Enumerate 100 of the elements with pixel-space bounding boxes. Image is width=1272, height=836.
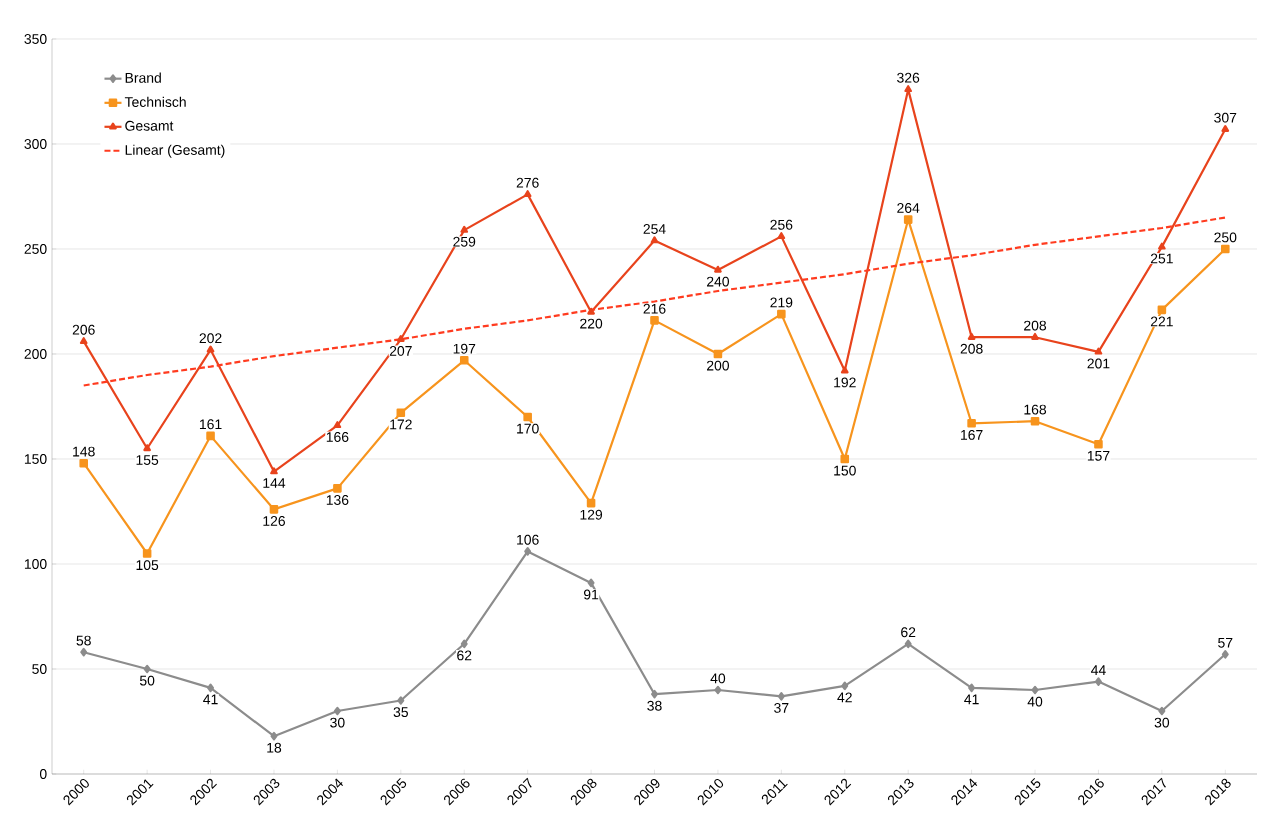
legend-label: Linear (Gesamt) xyxy=(125,144,225,158)
data-label: 18 xyxy=(267,742,282,753)
point xyxy=(777,309,786,319)
point xyxy=(397,696,405,705)
point xyxy=(777,692,785,701)
data-label: 41 xyxy=(964,694,979,705)
data-label: 150 xyxy=(834,465,856,476)
data-label: 50 xyxy=(139,675,155,686)
point xyxy=(270,467,278,475)
data-label: 251 xyxy=(1150,253,1173,264)
point xyxy=(460,225,469,233)
data-label: 105 xyxy=(136,560,159,571)
data-label: 240 xyxy=(706,276,730,287)
point xyxy=(459,356,469,365)
data-label: 42 xyxy=(837,692,852,703)
data-label: 41 xyxy=(203,694,218,705)
data-label: 208 xyxy=(960,343,983,354)
data-label: 157 xyxy=(1087,450,1110,461)
point xyxy=(333,484,342,493)
data-label: 208 xyxy=(1024,320,1047,331)
data-label: 256 xyxy=(770,219,793,230)
data-label: 136 xyxy=(326,495,349,505)
data-label: 155 xyxy=(136,455,159,465)
point xyxy=(396,335,405,342)
point xyxy=(333,706,341,716)
data-label: 219 xyxy=(770,297,793,308)
point xyxy=(269,505,279,514)
data-label: 106 xyxy=(517,534,539,545)
point xyxy=(143,664,151,674)
y-tick-label: 200 xyxy=(24,349,47,359)
point xyxy=(207,683,215,693)
point xyxy=(142,549,152,558)
point xyxy=(1094,677,1102,686)
data-label: 129 xyxy=(580,509,603,520)
point xyxy=(587,307,595,315)
data-label: 250 xyxy=(1214,232,1237,243)
y-tick-label: 250 xyxy=(24,244,47,254)
data-label: 192 xyxy=(834,377,856,388)
point xyxy=(143,444,151,452)
point xyxy=(270,731,278,741)
point xyxy=(967,332,976,340)
point xyxy=(460,639,468,649)
data-label: 167 xyxy=(961,429,983,440)
point xyxy=(714,265,722,273)
data-label: 62 xyxy=(901,627,916,638)
point xyxy=(1158,242,1166,250)
point xyxy=(713,349,723,359)
data-label: 168 xyxy=(1024,404,1047,415)
point xyxy=(1094,440,1103,449)
data-label: 148 xyxy=(73,446,95,457)
data-label: 126 xyxy=(263,516,285,526)
point xyxy=(396,408,406,418)
data-label: 57 xyxy=(1218,637,1233,648)
legend-label: Gesamt xyxy=(125,120,174,131)
point xyxy=(80,647,88,657)
point xyxy=(1031,332,1039,340)
point xyxy=(904,639,912,649)
data-label: 58 xyxy=(76,635,91,646)
point xyxy=(967,419,976,428)
point xyxy=(840,366,849,374)
data-label: 37 xyxy=(774,702,789,713)
data-label: 207 xyxy=(389,345,412,356)
data-label: 40 xyxy=(710,673,726,684)
y-tick-label: 50 xyxy=(32,664,47,674)
point xyxy=(523,412,532,422)
data-label: 62 xyxy=(457,650,472,661)
data-label: 216 xyxy=(643,303,666,314)
point xyxy=(777,232,786,240)
point xyxy=(1221,244,1230,254)
data-label: 220 xyxy=(580,318,603,329)
data-label: 40 xyxy=(1027,696,1043,707)
data-label: 254 xyxy=(643,224,666,234)
y-tick-label: 300 xyxy=(24,139,47,149)
y-tick-label: 150 xyxy=(24,454,47,464)
point xyxy=(206,345,215,353)
point xyxy=(651,689,658,699)
point xyxy=(524,547,532,556)
point xyxy=(1094,347,1103,355)
data-label: 221 xyxy=(1150,316,1173,327)
data-label: 201 xyxy=(1087,358,1110,369)
point xyxy=(903,215,913,224)
data-label: 202 xyxy=(199,333,222,344)
data-label: 35 xyxy=(393,707,408,718)
data-label: 166 xyxy=(326,432,349,442)
data-label: 276 xyxy=(516,177,539,188)
data-label: 259 xyxy=(453,236,476,247)
data-label: 30 xyxy=(330,717,345,728)
point xyxy=(1221,650,1229,659)
data-label: 200 xyxy=(706,360,730,371)
y-tick-label: 350 xyxy=(24,34,47,44)
data-label: 38 xyxy=(647,700,662,711)
point xyxy=(1030,416,1040,426)
point xyxy=(587,578,595,588)
point xyxy=(523,190,532,198)
data-label: 197 xyxy=(453,343,476,354)
point xyxy=(206,431,215,441)
point xyxy=(904,85,913,93)
point xyxy=(333,421,342,429)
data-label: 206 xyxy=(72,324,95,335)
point xyxy=(714,685,722,695)
